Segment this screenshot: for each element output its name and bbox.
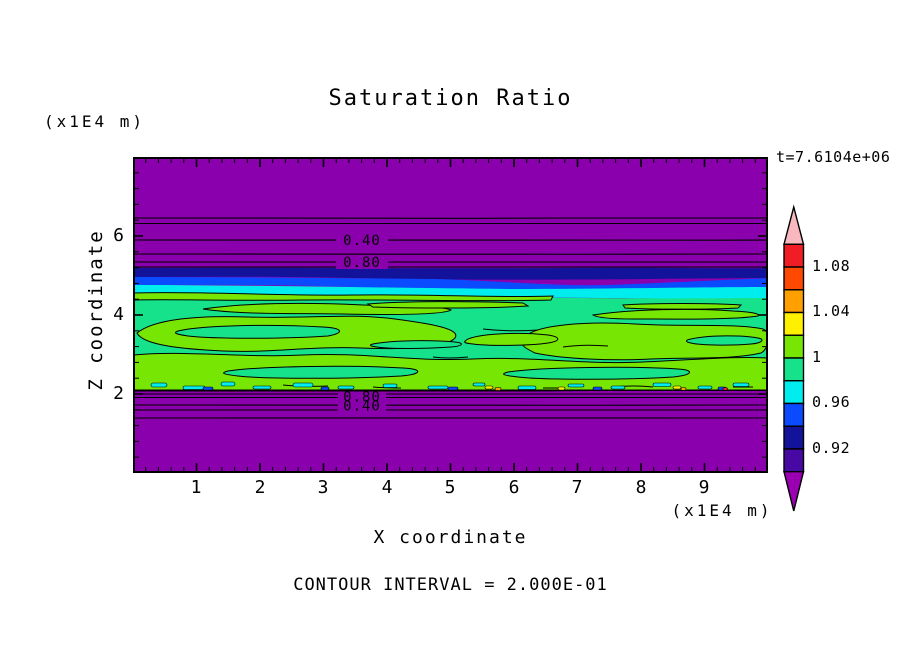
x-tick-1: 1 [190, 477, 202, 498]
lower-line-contours [133, 389, 768, 419]
contour-label-080-lower: 0.80 [343, 390, 381, 406]
x-tick-2: 2 [254, 477, 266, 498]
band-navy-top [133, 267, 768, 280]
colorbar [783, 204, 805, 512]
inline-contour-labels-upper: 0.40 0.80 [336, 233, 388, 271]
x-tick-5: 5 [444, 477, 456, 498]
plot-area: 0.40 0.80 0.80 0.40 [133, 157, 768, 473]
specks-yellow [484, 385, 682, 391]
colorbar-below-range-triangle [783, 471, 805, 512]
spring-lenses [175, 324, 763, 380]
y-tick-6: 6 [113, 225, 124, 246]
colorbar-label-092: 0.92 [812, 439, 851, 457]
strip-chartreuse-upper [133, 292, 554, 302]
contour-label-040-lower: 0.40 [343, 399, 381, 415]
specks-cyan [150, 381, 750, 390]
x-axis-title: X coordinate [373, 527, 528, 548]
x-tick-4: 4 [381, 477, 393, 498]
colorbar-label-104: 1.04 [812, 302, 851, 320]
contour-interval-note: CONTOUR INTERVAL = 2.000E-01 [293, 575, 608, 595]
x-axis-unit-label: (x1E4 m) [671, 501, 773, 520]
plot-frame [133, 157, 768, 473]
contour-label-040-upper: 0.40 [343, 233, 381, 249]
page-title: Saturation Ratio [328, 86, 573, 111]
band-blue-top [133, 277, 768, 290]
chartreuse-lenses [133, 301, 768, 391]
x-tick-8: 8 [635, 477, 647, 498]
y-axis-unit-label: (x1E4 m) [44, 112, 146, 131]
x-tick-7: 7 [571, 477, 583, 498]
inline-contour-labels-lower: 0.80 0.40 [338, 390, 386, 415]
upper-line-contours [133, 217, 768, 268]
time-annotation: t=7.6104e+06 [776, 148, 891, 166]
contour-squiggles [193, 328, 753, 389]
colorbar-boxes [783, 243, 805, 473]
y-axis-title: Z coordinate [85, 229, 107, 391]
colorbar-label-108: 1.08 [812, 257, 851, 275]
colorbar-above-range-triangle [783, 204, 805, 245]
x-tick-9: 9 [698, 477, 710, 498]
colorbar-label-096: 0.96 [812, 393, 851, 411]
y-tick-4: 4 [113, 304, 124, 325]
colorbar-label-100: 1 [812, 348, 822, 366]
contour-label-080-upper: 0.80 [343, 255, 381, 271]
x-tick-6: 6 [508, 477, 520, 498]
lower-purple-region [133, 390, 768, 473]
y-tick-2: 2 [113, 383, 124, 404]
x-tick-3: 3 [317, 477, 329, 498]
